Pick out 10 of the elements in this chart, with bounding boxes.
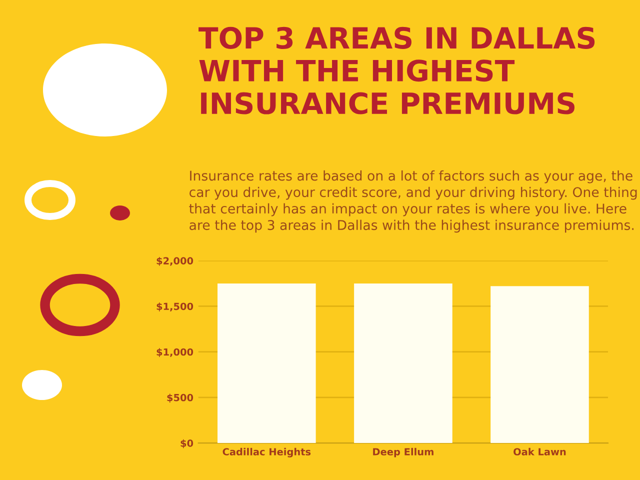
y-tick-label: $2,000 <box>156 256 194 266</box>
chart-subtitle: Insurance rates are based on a lot of factors such as your age, the car you drive, your credit score, and your driving history. One thing that certainly has an impact on your rates is where you live. Here are the top 3 areas in Dallas with the highest insurance premiums. <box>189 170 637 233</box>
y-tick-label: $1,500 <box>156 302 194 312</box>
chart-title: TOP 3 AREAS IN DALLAS WITH THE HIGHEST INSURANCE PREMIUMS <box>198 26 595 114</box>
x-tick-label: Cadillac Heights <box>222 448 311 458</box>
y-tick-label: $1,000 <box>156 348 194 357</box>
x-tick-label: Deep Ellum <box>373 448 434 458</box>
y-tick-label: $0 <box>180 439 194 448</box>
y-tick-label: $500 <box>167 394 194 403</box>
x-tick-label: Oak Lawn <box>514 448 566 456</box>
